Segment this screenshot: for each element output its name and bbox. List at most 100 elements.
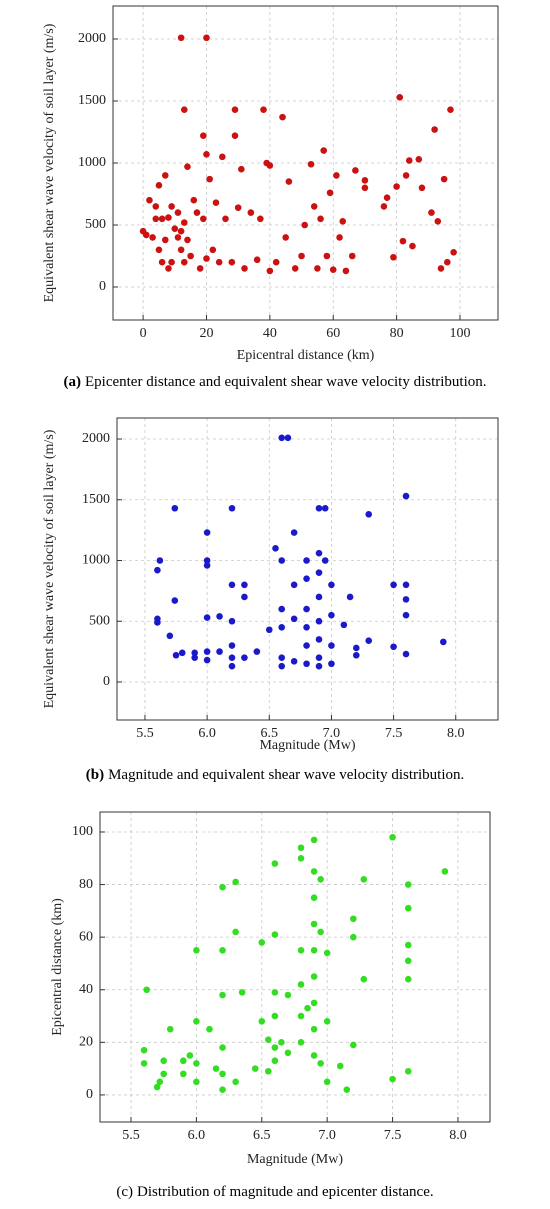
- point: [161, 236, 169, 244]
- point: [336, 1062, 344, 1070]
- point: [290, 658, 298, 665]
- point: [258, 939, 266, 946]
- point: [158, 215, 166, 223]
- point: [350, 1041, 357, 1049]
- point: [156, 1078, 164, 1086]
- point: [404, 975, 412, 983]
- point: [303, 575, 310, 583]
- point: [155, 182, 163, 189]
- point: [303, 660, 310, 668]
- point: [180, 1070, 187, 1078]
- point: [184, 236, 191, 244]
- point: [390, 253, 397, 261]
- y-tick-label: 1000: [78, 155, 106, 170]
- point: [272, 258, 280, 266]
- point: [409, 242, 416, 250]
- point: [156, 557, 164, 564]
- point: [317, 876, 324, 883]
- point: [323, 1017, 331, 1025]
- point: [290, 615, 298, 623]
- point: [365, 637, 373, 644]
- point: [238, 165, 245, 173]
- point: [278, 654, 286, 661]
- point: [282, 234, 289, 241]
- point: [315, 636, 323, 643]
- point: [404, 904, 412, 912]
- point: [352, 651, 360, 659]
- caption: (c) Distribution of magnitude and epicent…: [116, 1184, 433, 1200]
- point: [216, 613, 223, 620]
- point: [168, 203, 175, 210]
- x-axis-label: Epicentral distance (km): [237, 348, 375, 363]
- plot-frame: [99, 811, 491, 1123]
- point: [399, 237, 407, 245]
- point: [284, 434, 292, 442]
- point: [390, 581, 397, 589]
- point: [415, 155, 423, 163]
- point: [402, 596, 410, 603]
- point: [329, 266, 337, 273]
- point: [272, 545, 279, 552]
- point: [154, 619, 161, 626]
- caption-text: Epicenter distance and equivalent shear …: [85, 374, 487, 390]
- point: [193, 1060, 200, 1067]
- point: [303, 605, 310, 613]
- point: [389, 833, 396, 841]
- point: [310, 920, 318, 928]
- point: [315, 593, 323, 601]
- point: [142, 231, 150, 239]
- x-tick-label: 7.0: [318, 1128, 336, 1143]
- point: [328, 581, 335, 589]
- point: [171, 225, 179, 233]
- point: [278, 624, 286, 631]
- point: [310, 1025, 318, 1033]
- point: [328, 642, 335, 649]
- point: [380, 203, 388, 210]
- point: [383, 194, 391, 202]
- point: [219, 947, 226, 954]
- caption: (b) Magnitude and equivalent shear wave v…: [86, 767, 465, 783]
- point: [297, 1039, 305, 1046]
- point: [278, 1039, 285, 1046]
- point: [265, 1036, 272, 1044]
- point: [165, 265, 172, 272]
- point: [187, 252, 194, 260]
- point: [315, 654, 323, 661]
- point: [278, 605, 286, 613]
- point: [241, 581, 248, 589]
- point: [260, 106, 267, 113]
- point: [191, 649, 198, 657]
- point: [152, 215, 160, 223]
- point: [222, 215, 229, 223]
- caption-label: (a): [63, 374, 81, 390]
- point: [215, 258, 223, 266]
- caption-label: (b): [86, 767, 104, 783]
- y-tick-label: 40: [79, 982, 93, 997]
- point: [203, 562, 211, 569]
- point: [203, 557, 211, 564]
- point: [404, 941, 412, 949]
- point: [323, 252, 331, 260]
- y-tick-label: 60: [79, 929, 93, 944]
- point: [297, 844, 305, 852]
- caption-text: Magnitude and equivalent shear wave velo…: [108, 767, 464, 783]
- point: [271, 989, 279, 996]
- point: [178, 649, 186, 657]
- x-tick-label: 5.5: [122, 1128, 140, 1143]
- point: [258, 1017, 266, 1025]
- point: [219, 1070, 226, 1078]
- point: [196, 265, 204, 272]
- point: [307, 160, 315, 168]
- point: [310, 868, 318, 875]
- point: [152, 203, 160, 210]
- point: [336, 234, 343, 241]
- point: [253, 648, 261, 655]
- point: [315, 549, 323, 557]
- point: [140, 1046, 148, 1054]
- point: [180, 106, 188, 113]
- point: [206, 1025, 213, 1033]
- point: [228, 581, 236, 589]
- point: [203, 34, 210, 42]
- point: [271, 1044, 279, 1051]
- point: [285, 178, 293, 185]
